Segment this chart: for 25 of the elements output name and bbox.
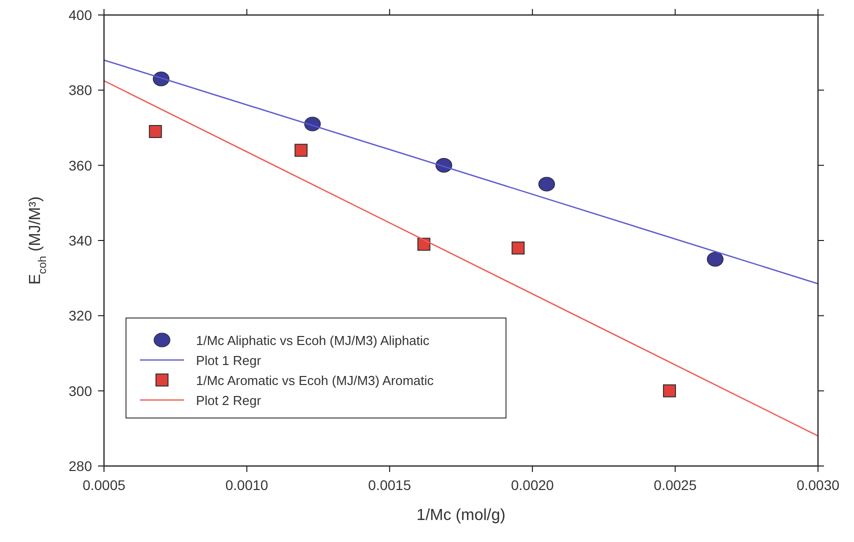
y-tick-label: 360 [68,157,92,174]
x-tick-label: 0.0015 [368,477,412,493]
legend-label: Plot 2 Regr [196,393,262,408]
y-tick-label: 300 [68,382,92,399]
x-tick-label: 0.0025 [654,477,697,493]
x-tick-label: 0.0010 [225,477,268,493]
y-tick-label: 400 [68,7,92,23]
y-tick-label: 380 [68,82,92,98]
point [538,176,555,192]
y-tick-label: 320 [68,308,92,324]
x-axis-title: 1/Mc (mol/g) [416,507,506,524]
x-tick-label: 0.0005 [82,477,126,493]
legend-label: Plot 1 Regr [196,353,262,368]
point [512,242,525,255]
point [148,125,162,138]
point [294,144,308,157]
legend-label: 1/Mc Aliphatic vs Ecoh (MJ/M3) Aliphatic [196,333,430,348]
y-tick-label: 280 [68,458,92,474]
x-tick-label: 0.0030 [796,477,840,493]
y-tick-label: 340 [68,232,92,248]
point [417,238,430,251]
x-tick-label: 0.0020 [510,477,554,493]
legend-label: 1/Mc Aromatic vs Ecoh (MJ/M3) Aromatic [196,373,434,388]
point [662,384,676,398]
point [706,252,724,267]
